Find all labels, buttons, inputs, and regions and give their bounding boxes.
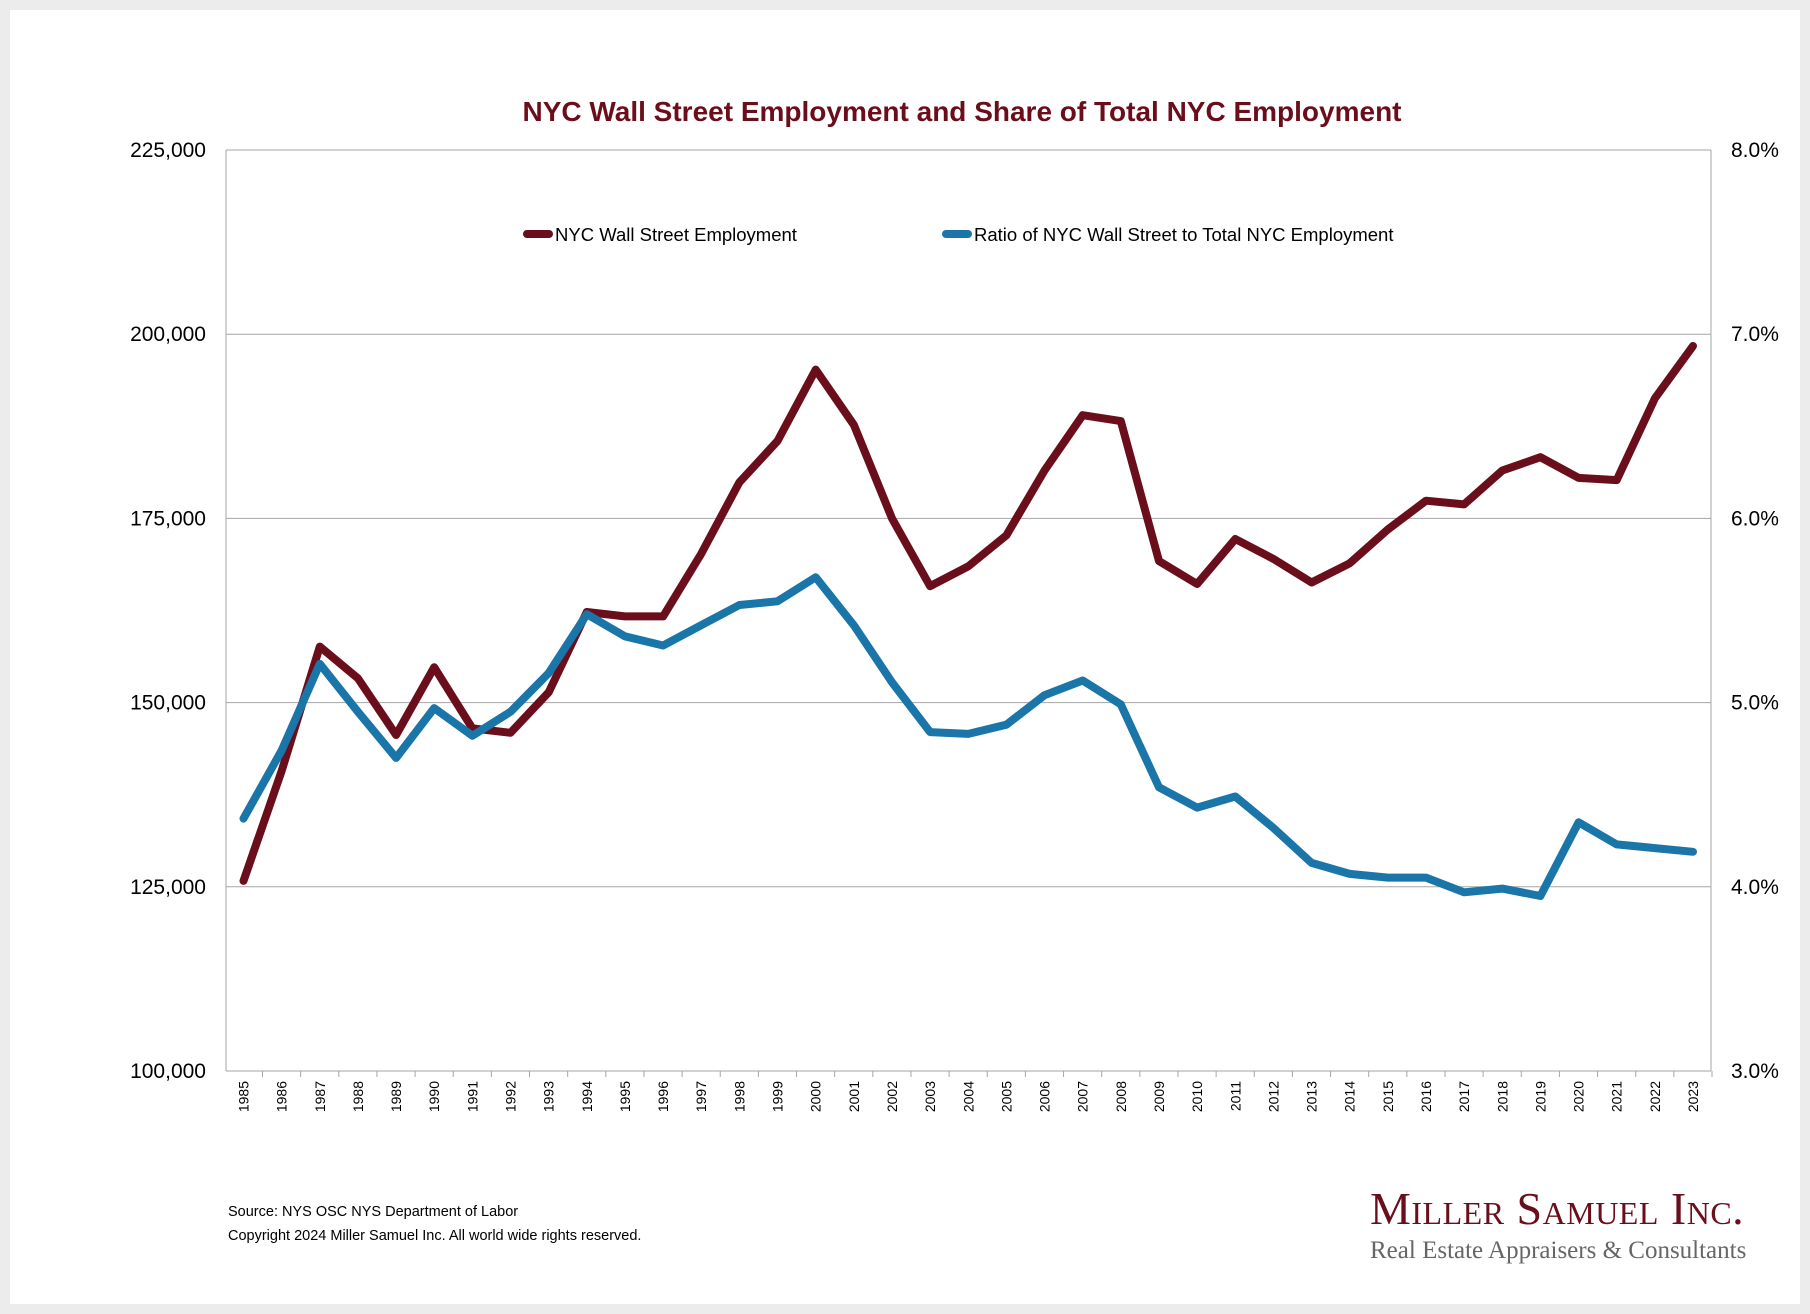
- chart-title: NYC Wall Street Employment and Share of …: [522, 96, 1401, 127]
- x-tick-label: 2000: [808, 1081, 824, 1112]
- x-tick-label: 2005: [998, 1081, 1014, 1112]
- x-tick-label: 2021: [1609, 1081, 1625, 1112]
- x-tick-label: 1991: [464, 1081, 480, 1112]
- company-logo: Miller Samuel Inc. Real Estate Appraiser…: [1370, 1182, 1747, 1265]
- y-right-tick-label: 4.0%: [1731, 876, 1779, 899]
- y-left-tick-label: 100,000: [130, 1060, 206, 1083]
- y-left-tick-label: 200,000: [130, 323, 206, 346]
- chart-frame: NYC Wall Street Employment and Share of …: [10, 10, 1800, 1304]
- series-line-employment: [239, 342, 1697, 885]
- source-note: Source: NYS OSC NYS Department of Labor: [228, 1204, 519, 1220]
- x-tick-label: 1987: [312, 1081, 328, 1112]
- x-tick-label: 2018: [1494, 1081, 1510, 1112]
- copyright-note: Copyright 2024 Miller Samuel Inc. All wo…: [228, 1228, 642, 1244]
- series-line-ratio: [239, 573, 1697, 900]
- x-tick-label: 2012: [1265, 1081, 1281, 1112]
- legend-label: Ratio of NYC Wall Street to Total NYC Em…: [974, 224, 1393, 245]
- logo-name: Miller Samuel Inc.: [1370, 1183, 1745, 1234]
- logo-tagline: Real Estate Appraisers & Consultants: [1370, 1237, 1747, 1264]
- x-tick-label: 2019: [1532, 1081, 1548, 1112]
- x-tick-label: 2001: [846, 1081, 862, 1112]
- y-right-tick-label: 3.0%: [1731, 1060, 1779, 1083]
- x-tick-label: 1997: [693, 1081, 709, 1112]
- x-tick-label: 2006: [1037, 1081, 1053, 1112]
- y-left-tick-label: 225,000: [130, 139, 206, 162]
- x-tick-label: 1990: [426, 1081, 442, 1112]
- line-chart: NYC Wall Street Employment and Share of …: [130, 96, 1779, 1112]
- x-tick-label: 2015: [1380, 1081, 1396, 1112]
- y-right-tick-label: 6.0%: [1731, 507, 1779, 530]
- y-right-tick-label: 5.0%: [1731, 692, 1779, 715]
- x-tick-label: 2017: [1456, 1081, 1472, 1112]
- x-tick-label: 1998: [731, 1081, 747, 1112]
- x-tick-label: 1994: [579, 1081, 595, 1112]
- x-tick-label: 1992: [503, 1081, 519, 1112]
- x-tick-label: 1985: [236, 1081, 252, 1112]
- x-tick-label: 1988: [350, 1081, 366, 1112]
- x-tick-label: 2009: [1151, 1081, 1167, 1112]
- x-tick-label: 2014: [1342, 1081, 1358, 1112]
- x-tick-label: 2023: [1685, 1081, 1701, 1112]
- x-tick-label: 1986: [274, 1081, 290, 1112]
- x-tick-label: 1995: [617, 1081, 633, 1112]
- y-left-tick-label: 125,000: [130, 876, 206, 899]
- y-right-tick-label: 7.0%: [1731, 323, 1779, 346]
- x-tick-label: 2010: [1189, 1081, 1205, 1112]
- legend-label: NYC Wall Street Employment: [555, 224, 797, 245]
- x-tick-label: 2004: [960, 1081, 976, 1112]
- x-tick-label: 2020: [1571, 1081, 1587, 1112]
- x-tick-label: 1993: [541, 1081, 557, 1112]
- y-left-tick-label: 175,000: [130, 507, 206, 530]
- x-tick-label: 1996: [655, 1081, 671, 1112]
- y-right-tick-label: 8.0%: [1731, 139, 1779, 162]
- x-tick-label: 2011: [1227, 1081, 1243, 1111]
- x-tick-label: 2007: [1075, 1081, 1091, 1112]
- x-tick-label: 2022: [1647, 1081, 1663, 1112]
- x-tick-label: 2002: [884, 1081, 900, 1112]
- x-tick-label: 2013: [1304, 1081, 1320, 1112]
- x-tick-label: 1989: [388, 1081, 404, 1112]
- x-tick-label: 1999: [770, 1081, 786, 1112]
- x-tick-label: 2003: [922, 1081, 938, 1112]
- x-tick-label: 2008: [1113, 1081, 1129, 1112]
- y-left-tick-label: 150,000: [130, 692, 206, 715]
- x-tick-label: 2016: [1418, 1081, 1434, 1112]
